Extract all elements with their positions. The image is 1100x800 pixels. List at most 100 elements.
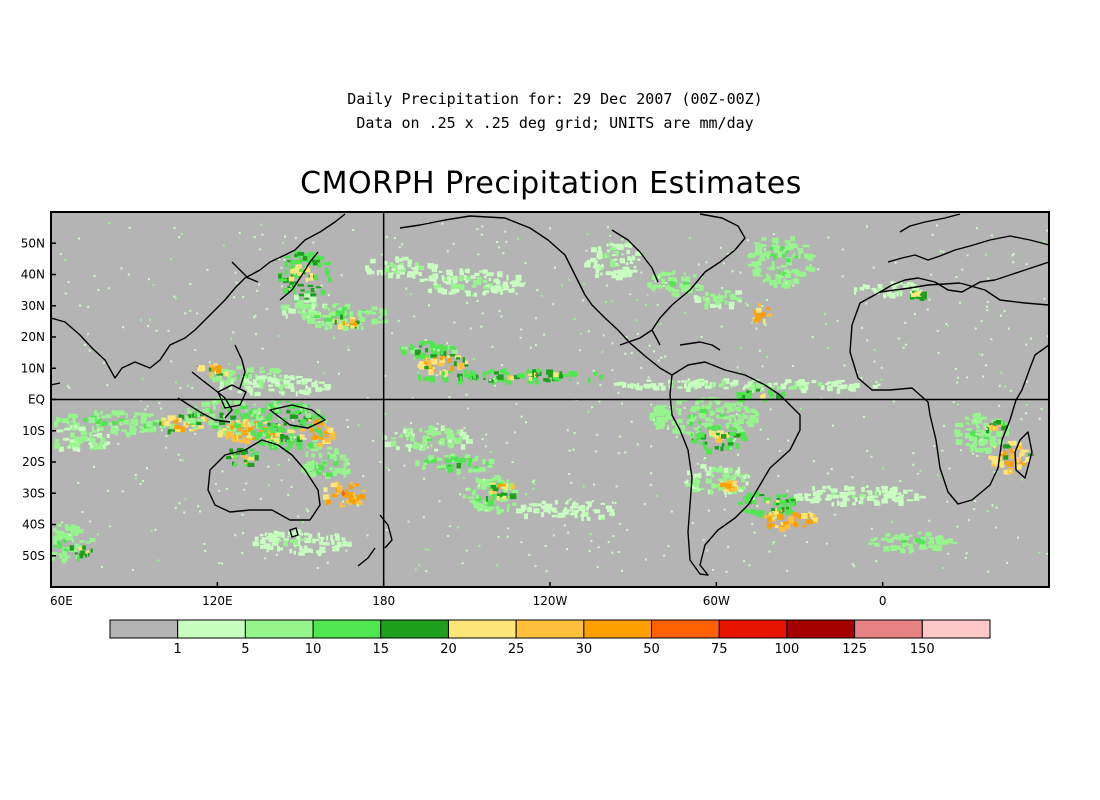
- precip-cell: [728, 467, 734, 474]
- precip-speck: [785, 281, 788, 284]
- precip-cell: [262, 442, 266, 446]
- precip-cell: [139, 426, 143, 429]
- precip-cell: [294, 259, 301, 265]
- precip-cell: [331, 471, 337, 476]
- precip-cell: [535, 373, 540, 377]
- precip-speck: [643, 503, 646, 506]
- precip-cell: [979, 447, 984, 453]
- precip-speck: [1043, 240, 1046, 243]
- precip-cell: [311, 549, 313, 554]
- precip-cell: [909, 283, 916, 287]
- precip-cell: [743, 406, 748, 410]
- precip-cell: [819, 489, 826, 493]
- precip-cell: [221, 379, 224, 383]
- precip-speck: [760, 252, 763, 255]
- precip-cell: [719, 465, 722, 470]
- precip-speck: [520, 415, 523, 418]
- precip-region: [365, 256, 439, 279]
- precip-speck: [1046, 335, 1049, 338]
- precip-cell: [695, 379, 700, 384]
- precip-cell: [777, 506, 782, 512]
- precip-cell: [782, 493, 788, 498]
- precip-speck: [179, 459, 182, 461]
- precip-cell: [814, 493, 821, 499]
- precip-cell: [357, 312, 362, 317]
- precip-cell: [330, 482, 338, 488]
- precip-cell: [25, 534, 31, 539]
- precip-cell: [736, 401, 740, 406]
- precip-cell: [563, 374, 569, 377]
- precip-cell: [573, 501, 576, 504]
- precip-speck: [800, 408, 802, 410]
- precip-cell: [956, 432, 963, 437]
- precip-cell: [101, 415, 106, 419]
- precip-cell: [483, 499, 488, 505]
- precip-cell: [630, 257, 633, 263]
- precip-cell: [966, 418, 970, 421]
- precip-cell: [236, 448, 244, 453]
- precip-speck: [196, 312, 199, 315]
- precip-speck: [873, 360, 876, 363]
- precip-cell: [472, 373, 476, 379]
- precip-cell: [239, 435, 242, 438]
- precip-cell: [294, 274, 299, 279]
- precip-cell: [342, 325, 349, 331]
- precip-cell: [407, 271, 414, 274]
- precip-cell: [653, 406, 660, 413]
- precip-cell: [752, 512, 759, 516]
- precip-speck: [320, 284, 323, 287]
- precip-cell: [71, 548, 78, 553]
- precip-cell: [37, 538, 40, 541]
- precip-cell: [689, 382, 694, 387]
- precip-speck: [278, 258, 281, 260]
- precip-cell: [321, 420, 328, 423]
- precip-cell: [283, 538, 289, 541]
- precip-speck: [413, 315, 416, 318]
- precip-cell: [273, 530, 278, 536]
- precip-cell: [746, 421, 751, 424]
- precip-cell: [285, 314, 288, 319]
- precip-speck: [306, 446, 309, 449]
- precip-speck: [525, 493, 528, 496]
- colorbar-swatch: [312, 619, 382, 639]
- precip-cell: [447, 442, 454, 448]
- precip-cell: [733, 417, 737, 422]
- precip-cell: [782, 521, 789, 525]
- precip-speck: [465, 393, 468, 396]
- precip-cell: [439, 440, 445, 446]
- precip-speck: [287, 535, 290, 538]
- precip-cell: [891, 536, 899, 540]
- precip-speck: [261, 233, 264, 236]
- precip-cell: [925, 532, 932, 537]
- precip-speck: [489, 451, 492, 453]
- precip-cell: [710, 293, 716, 297]
- precip-cell: [297, 271, 304, 276]
- precip-speck: [167, 329, 170, 332]
- precip-cell: [712, 411, 715, 416]
- precip-cell: [718, 293, 721, 297]
- precip-cell: [308, 251, 315, 258]
- precip-cell: [308, 533, 313, 538]
- precip-cell: [747, 475, 750, 479]
- precip-speck: [314, 288, 317, 291]
- precip-speck: [611, 551, 614, 554]
- precip-cell: [770, 397, 774, 400]
- precip-cell: [419, 427, 423, 433]
- precip-cell: [777, 279, 782, 284]
- precip-cell: [717, 430, 724, 435]
- precip-speck: [425, 570, 428, 573]
- precip-speck: [777, 474, 780, 477]
- precip-cell: [327, 320, 330, 326]
- precip-speck: [258, 283, 261, 286]
- precip-cell: [486, 273, 493, 277]
- precip-cell: [731, 403, 736, 408]
- precip-cell: [89, 537, 96, 542]
- precip-speck: [152, 284, 155, 286]
- precip-cell: [687, 380, 691, 384]
- precip-cell: [747, 263, 755, 267]
- precip-speck: [972, 452, 975, 455]
- precip-cell: [690, 433, 693, 437]
- precip-speck: [735, 413, 738, 416]
- precip-cell: [423, 361, 428, 365]
- precip-speck: [491, 345, 494, 348]
